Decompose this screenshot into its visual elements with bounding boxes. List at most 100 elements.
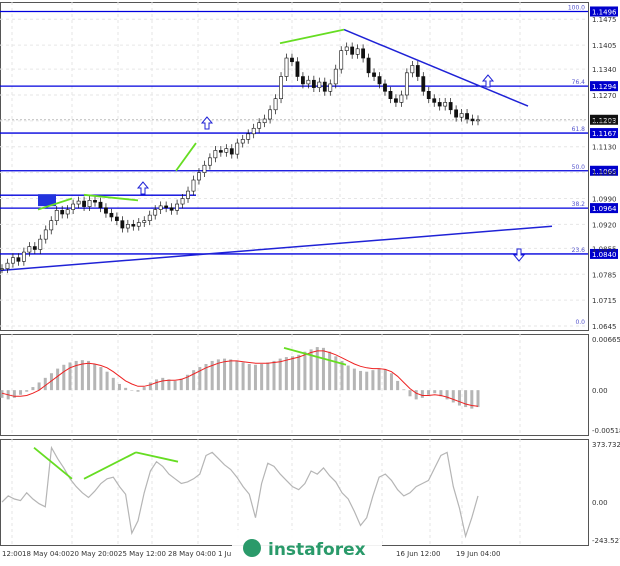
macd-bar: [56, 368, 60, 391]
macd-bar: [389, 373, 393, 391]
fib-level-label: 50.0: [572, 164, 586, 171]
candle-body: [311, 79, 316, 88]
macd-bar: [192, 370, 196, 391]
candle-body: [120, 220, 125, 229]
price-tick-label: 1.1270: [592, 92, 617, 100]
macd-bar: [260, 364, 264, 391]
candle-body: [175, 203, 179, 211]
oscillator-tick-label: 0.00: [592, 499, 608, 507]
candle-body: [290, 57, 294, 63]
macd-bar: [278, 358, 282, 391]
macd-bar: [87, 360, 91, 391]
buy-arrow-icon: [136, 181, 150, 195]
price-tick-label: 1.0855: [592, 245, 617, 253]
candle-body: [246, 133, 251, 140]
fib-level-label: 0.0: [575, 319, 585, 326]
ascending-trendline: [0, 225, 553, 272]
candle-body: [432, 98, 437, 103]
macd-bar: [142, 387, 146, 391]
macd-bar: [223, 358, 227, 391]
macd-bar: [433, 390, 437, 394]
candle-body: [213, 150, 218, 159]
price-level-value: 1.1167: [592, 130, 617, 138]
candle-body: [0, 268, 4, 271]
macd-bar: [427, 390, 431, 395]
price-tick-label: 1.1130: [592, 144, 617, 152]
price-level-value: 1.0840: [592, 251, 617, 259]
macd-bar: [167, 379, 171, 391]
candle-body: [333, 68, 338, 85]
macd-bar: [253, 364, 257, 391]
time-tick-label: 1 Ju: [218, 550, 231, 558]
candle-body: [317, 81, 322, 88]
candle-body: [21, 251, 26, 262]
macd-bar: [439, 390, 443, 397]
price-tick-label: 1.1340: [592, 66, 617, 74]
candle-body: [131, 224, 136, 227]
candle-body: [153, 209, 158, 216]
descending-trendline: [343, 28, 529, 107]
oscillator-line: [1, 445, 479, 539]
buy-arrow-icon: [200, 116, 214, 130]
time-tick-label: 18 May 04:00: [22, 550, 70, 558]
price-level-badge: [590, 81, 618, 92]
macd-bar: [93, 364, 97, 391]
candle-body: [421, 76, 426, 92]
candle-body: [344, 46, 349, 51]
divergence-line: [279, 28, 345, 45]
macd-bar: [43, 377, 47, 391]
candle-body: [339, 50, 344, 70]
candle-body: [251, 127, 256, 135]
macd-bar: [408, 390, 412, 397]
candle-body: [415, 65, 420, 77]
price-level-value: 1.1065: [592, 168, 617, 176]
candle-body: [372, 72, 376, 77]
sell-arrow-icon: [512, 248, 526, 262]
signal-arrows: [136, 74, 526, 262]
fib-level-label: 61.8: [572, 126, 586, 133]
candle-body: [322, 81, 327, 92]
candle-body: [224, 148, 229, 153]
macd-bar: [229, 359, 233, 391]
price-tick-label: 1.1475: [592, 16, 617, 24]
candle-body: [191, 179, 196, 192]
price-tick-label: 1.1200: [592, 118, 617, 126]
macd-bar: [216, 359, 220, 391]
macd-bar: [377, 368, 381, 391]
macd-bar: [130, 390, 134, 391]
candle-body: [202, 164, 207, 173]
macd-bar: [80, 360, 84, 391]
candle-body: [273, 98, 278, 111]
candle-body: [235, 142, 240, 155]
time-tick-label: 12:00: [2, 550, 22, 558]
macd-tick-label: -0.00518: [592, 427, 620, 435]
macd-bar: [0, 390, 4, 398]
fib-level-label: 100.0: [568, 4, 585, 11]
candle-body: [38, 238, 43, 250]
macd-bar: [179, 378, 183, 391]
candle-body: [49, 220, 54, 231]
candle-body: [295, 61, 300, 77]
buy-arrow-icon: [481, 74, 495, 88]
price-level-badge: [590, 128, 618, 139]
candle-body: [186, 190, 190, 199]
macd-bar: [334, 356, 338, 391]
fib-level-label: 76.4: [572, 79, 586, 86]
macd-bar: [241, 362, 245, 391]
time-axis: 12:00 18 May 04:00 20 May 20:00 25 May 12:0…: [2, 550, 500, 558]
macd-bar: [309, 349, 313, 391]
macd-panel: [0, 347, 480, 409]
macd-bar: [31, 387, 35, 391]
candle-body: [448, 102, 453, 111]
candle-body: [218, 150, 223, 153]
price-level-badge: [590, 203, 618, 214]
macd-bar: [68, 362, 72, 391]
panel-frame: [0, 334, 589, 436]
macd-bar: [272, 360, 276, 391]
candle-body: [87, 200, 92, 207]
candle-body: [136, 222, 141, 227]
macd-bar: [266, 362, 270, 391]
candle-body: [27, 246, 32, 253]
macd-bar: [148, 382, 152, 391]
